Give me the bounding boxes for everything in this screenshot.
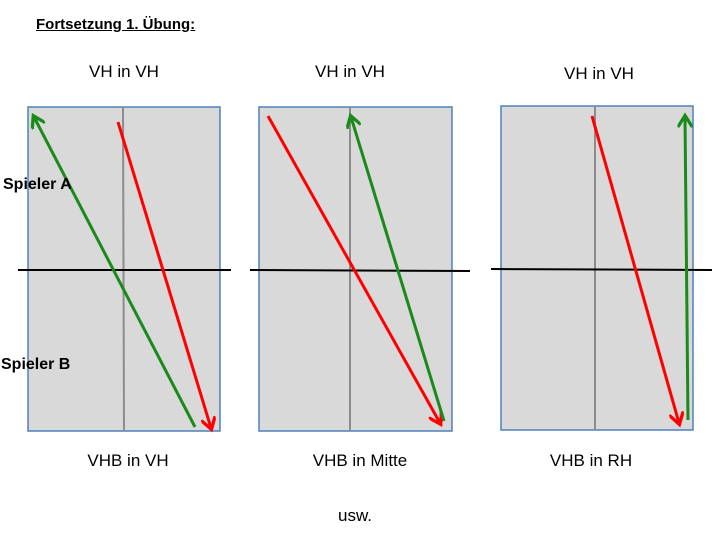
player-b-label: Spieler B [1,356,71,373]
page-title: Fortsetzung 1. Übung: [36,16,196,33]
court [500,105,694,431]
panel-2-top-label: VH in VH [315,62,385,81]
court-panel-1 [18,106,231,431]
net-line [249,269,471,272]
green-arrow [685,117,688,421]
panel-3-top-label: VH in VH [564,64,634,83]
red-arrow [590,115,679,423]
red-arrow [266,115,440,423]
panel-2-bottom-label: VHB in Mitte [312,451,408,470]
footer-text: usw. [337,506,373,525]
green-arrow [34,117,197,428]
net-line [490,268,713,271]
panel-1-bottom-label: VHB in VH [87,451,169,470]
green-arrow [351,117,446,422]
player-a-label: Spieler A [3,176,72,193]
panel-1-top-label: VH in VH [89,62,159,81]
court-panel-2 [249,106,471,432]
panel-3-bottom-label: VHB in RH [549,451,633,470]
red-arrow [116,121,211,428]
court [258,106,453,432]
court-panel-3 [490,105,713,431]
